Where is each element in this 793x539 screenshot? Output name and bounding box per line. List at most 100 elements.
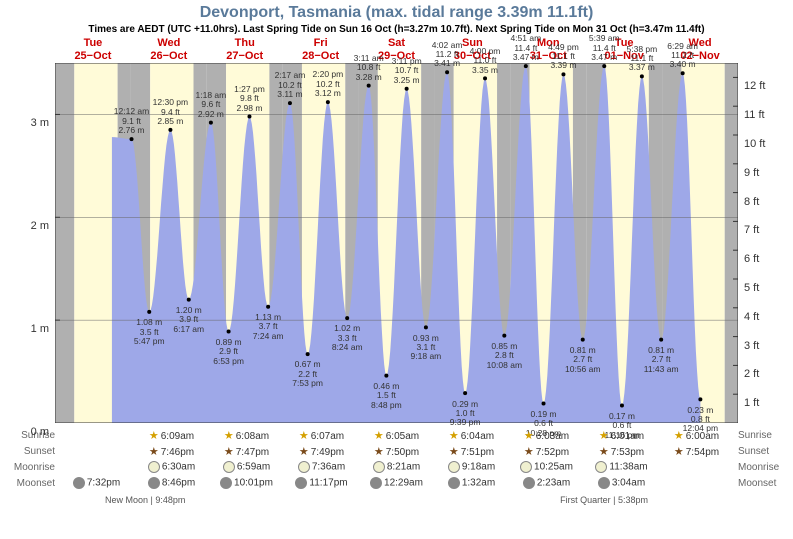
axis-tick-right: 7 ft <box>744 224 759 236</box>
axis-tick-right: 8 ft <box>744 196 759 208</box>
moonrise-cell: 6:59am <box>209 461 284 473</box>
tide-point <box>445 71 449 75</box>
moonrise-cell <box>59 461 134 473</box>
moon-icon <box>598 477 610 489</box>
sunset-cell: ★7:53pm <box>584 445 659 458</box>
row-label-sunset-r: Sunset <box>734 446 793 457</box>
moonrise-cell: 11:38am <box>584 461 659 473</box>
sunrise-cell <box>59 429 134 442</box>
moonrise-cell: 8:21am <box>359 461 434 473</box>
axis-tick-right: 2 ft <box>744 368 759 380</box>
moon-icon <box>520 461 532 473</box>
axis-tick-right: 6 ft <box>744 253 759 265</box>
tide-value-label: 1.02 m3.3 ft8:24 am <box>322 324 372 352</box>
moonrise-row: Moonrise 6:30am6:59am7:36am8:21am9:18am1… <box>0 459 793 475</box>
tide-point <box>130 137 134 141</box>
tide-point <box>227 330 231 334</box>
star-icon: ★ <box>149 445 159 458</box>
moonset-cell: 7:32pm <box>59 477 134 489</box>
astro-rows: Sunrise ★6:09am★6:08am★6:07am★6:05am★6:0… <box>0 423 793 491</box>
moon-icon <box>523 477 535 489</box>
moonrise-cell: 7:36am <box>284 461 359 473</box>
moon-icon <box>220 477 232 489</box>
tide-point <box>266 305 270 309</box>
moon-phase-row: New Moon | 9:48pm First Quarter | 5:38pm <box>0 491 793 505</box>
star-icon: ★ <box>224 429 234 442</box>
tide-value-label: 0.89 m2.9 ft6:53 pm <box>204 338 254 366</box>
axis-tick-right: 1 ft <box>744 397 759 409</box>
star-icon: ★ <box>224 445 234 458</box>
axis-tick-right: 12 ft <box>744 80 765 92</box>
moonset-cell: 3:04am <box>584 477 659 489</box>
tide-point <box>345 316 349 320</box>
axis-tick-right: 3 ft <box>744 340 759 352</box>
row-label-moonset-l: Moonset <box>0 478 59 489</box>
tide-value-label: 0.93 m3.1 ft9:18 am <box>401 334 451 362</box>
chart-subtitle: Times are AEDT (UTC +11.0hrs). Last Spri… <box>0 22 793 37</box>
tide-value-label: 0.81 m2.7 ft10:56 am <box>558 346 608 374</box>
chart-title: Devonport, Tasmania (max. tidal range 3.… <box>0 0 793 22</box>
star-icon: ★ <box>374 445 384 458</box>
moonset-cell: 11:17pm <box>284 477 359 489</box>
axis-tick-right: 11 ft <box>744 109 765 121</box>
day-label: Tue25−Oct <box>55 37 131 63</box>
tide-point <box>187 298 191 302</box>
moon-icon <box>148 477 160 489</box>
new-moon-label: New Moon | 9:48pm <box>105 495 185 505</box>
row-label-sunset-l: Sunset <box>0 446 59 457</box>
tide-point <box>384 374 388 378</box>
moonrise-cell: 10:25am <box>509 461 584 473</box>
tide-point <box>581 338 585 342</box>
axis-tick-left: 3 m <box>31 117 49 129</box>
moonset-cell: 1:32am <box>434 477 509 489</box>
tide-point <box>659 338 663 342</box>
sunset-cell: ★7:51pm <box>434 445 509 458</box>
moonrise-cell: 9:18am <box>434 461 509 473</box>
star-icon: ★ <box>599 429 609 442</box>
moonrise-cell <box>659 461 734 473</box>
sunset-cell: ★7:50pm <box>359 445 434 458</box>
tide-point <box>326 100 330 104</box>
moonset-cell <box>659 477 734 489</box>
moonset-cell: 8:46pm <box>134 477 209 489</box>
y-axis-left: 0 m1 m2 m3 m <box>0 72 55 432</box>
star-icon: ★ <box>674 429 684 442</box>
tide-point <box>602 64 606 68</box>
tide-point <box>463 392 467 396</box>
axis-tick-left: 2 m <box>31 220 49 232</box>
moon-icon <box>148 461 160 473</box>
sunset-cell <box>59 445 134 458</box>
axis-tick-right: 4 ft <box>744 311 759 323</box>
tide-point <box>640 75 644 79</box>
axis-tick-right: 9 ft <box>744 167 759 179</box>
axis-tick-right: 10 ft <box>744 138 765 150</box>
sunrise-cell: ★6:01am <box>584 429 659 442</box>
sunset-row: Sunset ★7:46pm★7:47pm★7:49pm★7:50pm★7:51… <box>0 443 793 459</box>
moon-icon <box>295 477 307 489</box>
tide-point <box>147 310 151 314</box>
tide-point <box>681 72 685 76</box>
axis-tick-left: 0 m <box>31 426 49 438</box>
tide-point <box>424 326 428 330</box>
star-icon: ★ <box>149 429 159 442</box>
tide-value-label: 0.85 m2.8 ft10:08 am <box>479 342 529 370</box>
tide-point <box>168 128 172 132</box>
day-label: Thu27−Oct <box>207 37 283 63</box>
moonset-cell: 12:29am <box>359 477 434 489</box>
tide-point <box>542 402 546 406</box>
sunrise-cell: ★6:04am <box>434 429 509 442</box>
tide-value-label: 1.13 m3.7 ft7:24 am <box>243 313 293 341</box>
sunset-cell: ★7:49pm <box>284 445 359 458</box>
tide-value-label: 0.46 m1.5 ft8:48 pm <box>361 382 411 410</box>
tide-point <box>405 87 409 91</box>
moonset-cell: 2:23am <box>509 477 584 489</box>
row-label-moonrise-l: Moonrise <box>0 462 59 473</box>
moonset-cell: 10:01pm <box>209 477 284 489</box>
sunset-cell: ★7:54pm <box>659 445 734 458</box>
moonset-row: Moonset 7:32pm8:46pm10:01pm11:17pm12:29a… <box>0 475 793 491</box>
tide-point <box>502 334 506 338</box>
moonrise-cell: 6:30am <box>134 461 209 473</box>
star-icon: ★ <box>674 445 684 458</box>
y-axis-right: 1 ft2 ft3 ft4 ft5 ft6 ft7 ft8 ft9 ft10 f… <box>738 72 793 432</box>
row-label-moonset-r: Moonset <box>734 478 793 489</box>
